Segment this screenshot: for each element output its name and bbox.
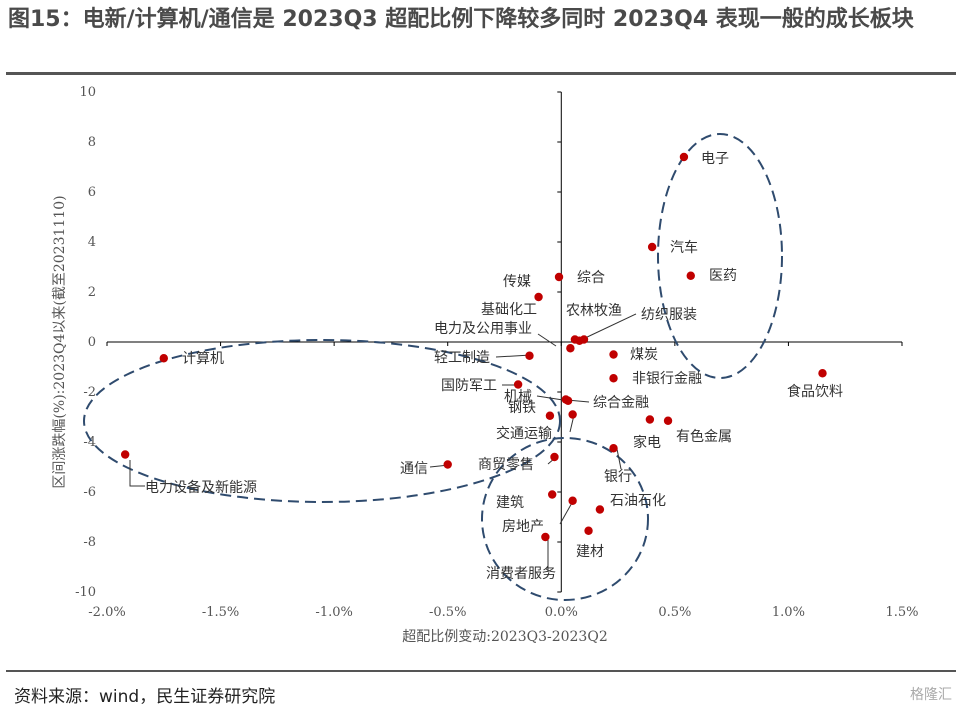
y-tick-label: 2 [88,285,96,300]
leader-line [536,395,564,401]
page-title: 图15：电新/计算机/通信是 2023Q3 超配比例下降较多同时 2023Q4 … [8,7,914,32]
data-label: 医药 [709,268,737,284]
x-tick-label: -0.5% [429,605,466,620]
data-label: 轻工制造 [434,350,490,366]
data-label: 通信 [400,461,428,477]
data-label: 建筑 [496,495,524,511]
data-point [645,415,655,424]
data-point [568,496,577,505]
data-point [818,369,827,378]
data-label: 计算机 [182,351,224,367]
data-point [513,380,523,389]
label-leader-lines [129,313,637,572]
x-tick-label: -1.5% [202,605,239,620]
data-label: 煤炭 [630,347,658,363]
data-point [550,452,559,462]
highlight-ellipse [481,437,649,601]
data-label: 石油石化 [610,493,666,509]
data-point [525,351,534,360]
data-label: 家电 [633,434,661,451]
data-point [609,374,618,383]
chart-axes: -2.0% -1.5% -1.0% -0.5% 0.0% 0.5% 1.0% 1.5% 10 8 6… [75,85,918,620]
leader-line [129,460,145,487]
data-point [541,532,550,542]
data-label: 商贸零售 [478,457,534,473]
y-tick-label: 4 [88,235,96,250]
data-point [566,344,575,353]
x-tick-label: 0.5% [658,605,691,620]
watermark-logo: 格隆汇 [910,687,952,703]
data-point [609,444,618,453]
x-tick-label: 1.0% [772,605,805,620]
data-point [579,335,589,344]
data-point [443,460,452,469]
data-label: 农林牧渔 [566,303,622,319]
data-label: 综合 [577,270,605,286]
data-label: 综合金融 [593,395,649,411]
data-label: 汽车 [670,239,698,256]
footer-divider [6,670,956,672]
data-point [647,242,657,252]
y-tick-label: -2 [83,385,96,400]
data-label: 传媒 [503,274,531,290]
data-label: 交通运输 [496,425,552,442]
data-label: 纺织服装 [641,307,697,323]
data-point [686,271,695,280]
data-label: 食品饮料 [787,383,843,400]
data-point [568,410,577,419]
leader-line [559,500,574,525]
data-point [159,354,168,363]
y-tick-label: -4 [83,435,96,450]
x-tick-label: -1.0% [315,605,352,620]
data-label: 银行 [604,469,632,485]
x-axis-label: 超配比例变动:2023Q3-2023Q2 [402,629,607,645]
highlight-ellipse [83,339,561,503]
data-label: 基础化工 [481,301,537,318]
data-label: 非银行金融 [632,371,702,387]
data-label: 房地产 [502,519,544,535]
y-axis-label: 区间涨跌幅(%):2023Q4以来(截至20231110) [52,195,68,488]
leader-line [616,448,622,470]
data-points [120,152,827,542]
data-label: 消费者服务 [486,566,556,582]
y-tick-label: -8 [83,535,96,550]
data-point [534,292,543,302]
x-tick-label: 0.0% [545,605,578,620]
highlight-ellipse [657,133,783,379]
x-tick-label: 1.5% [885,605,918,620]
data-point [563,396,573,405]
y-tick-label: 10 [79,85,96,100]
data-label: 电子 [701,151,729,167]
x-tick-label: -2.0% [88,605,125,620]
title-divider [6,72,956,75]
data-point [548,490,557,499]
data-label: 钢铁 [508,400,536,416]
data-point [679,152,689,162]
highlight-ellipses [83,133,783,601]
data-label: 电力及公用事业 [434,321,532,337]
data-point [554,272,564,282]
y-tick-label: 8 [88,135,96,150]
data-label: 建材 [576,544,604,560]
data-label: 国防军工 [441,378,497,394]
y-tick-label: 6 [88,185,96,200]
leader-line [495,354,532,358]
leader-line [537,333,557,347]
data-point [545,411,555,420]
data-point [663,416,673,425]
data-point [609,350,618,359]
y-tick-label: -10 [75,585,96,600]
y-tick-label: 0 [88,335,96,350]
data-label: 电力设备及新能源 [145,479,257,496]
data-label: 有色金属 [676,428,732,445]
y-tick-label: -6 [83,485,96,500]
leader-line [582,313,637,340]
data-point [584,526,593,535]
source-note: 资料来源：wind，民生证券研究院 [14,687,276,707]
data-point [595,505,605,514]
data-point [120,450,130,459]
data-label: 机械 [504,389,532,405]
